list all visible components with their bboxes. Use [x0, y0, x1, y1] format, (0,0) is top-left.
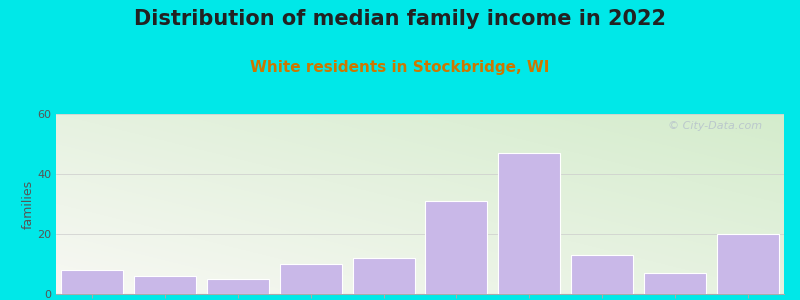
Bar [644, 273, 706, 294]
Bar [717, 234, 778, 294]
Bar [134, 276, 196, 294]
Bar [353, 258, 414, 294]
Bar [62, 270, 123, 294]
Bar [280, 264, 342, 294]
Text: © City-Data.com: © City-Data.com [668, 121, 762, 131]
Y-axis label: families: families [22, 179, 34, 229]
Text: Distribution of median family income in 2022: Distribution of median family income in … [134, 9, 666, 29]
Text: White residents in Stockbridge, WI: White residents in Stockbridge, WI [250, 60, 550, 75]
Bar [426, 201, 487, 294]
Bar [207, 279, 269, 294]
Bar [498, 153, 560, 294]
Bar [571, 255, 633, 294]
